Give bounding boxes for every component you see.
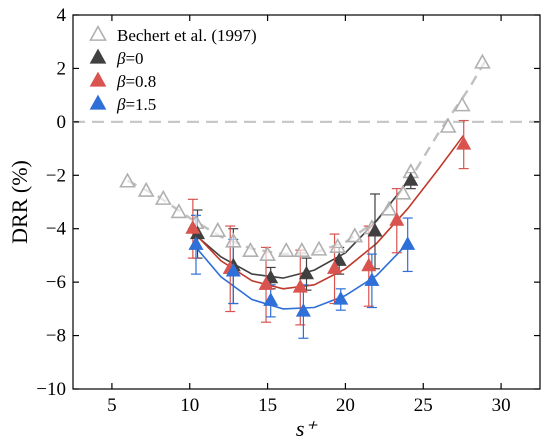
- data-point: [263, 292, 279, 306]
- trend-line: [126, 59, 487, 256]
- x-tick-label: 25: [414, 395, 433, 416]
- legend-marker: [89, 94, 107, 110]
- y-tick-label: −2: [46, 165, 66, 186]
- data-point: [225, 263, 241, 277]
- data-point: [403, 172, 419, 186]
- reference-data-point: [154, 189, 172, 205]
- y-tick-label: 0: [57, 112, 67, 133]
- reference-data-point: [293, 241, 311, 258]
- reference-data-point: [380, 200, 398, 216]
- reference-data-point: [209, 221, 227, 237]
- reference-data-point: [224, 232, 242, 248]
- y-tick-label: 2: [57, 58, 67, 79]
- data-point: [258, 276, 274, 290]
- y-tick-label: −10: [36, 379, 66, 400]
- data-point: [456, 136, 472, 150]
- reference-data-point: [346, 227, 364, 243]
- reference-data-point: [474, 53, 491, 69]
- legend-label: β=0: [116, 49, 144, 68]
- data-point: [364, 272, 380, 286]
- data-point: [361, 257, 377, 272]
- reference-data-point: [329, 237, 346, 254]
- plot-frame: [72, 14, 541, 390]
- reference-data-point: [170, 203, 188, 219]
- data-point: [295, 303, 311, 317]
- data-point: [188, 236, 204, 250]
- legend-marker: [89, 48, 107, 64]
- legend-beta-symbol: β: [116, 95, 126, 114]
- data-point: [333, 291, 349, 305]
- legend-marker: [89, 71, 107, 87]
- x-tick-label: 30: [492, 395, 511, 416]
- data-point: [400, 236, 416, 250]
- x-tick-label: 5: [107, 395, 117, 416]
- reference-data-point: [119, 172, 136, 188]
- legend-label: β=0.8: [116, 72, 156, 91]
- reference-data-point: [453, 96, 471, 112]
- reference-data-point: [310, 240, 328, 256]
- y-axis-title: DRR (%): [7, 160, 32, 244]
- markers-group: [119, 53, 491, 317]
- legend-label: β=1.5: [116, 95, 156, 114]
- data-point: [292, 279, 308, 293]
- data-point: [185, 220, 201, 234]
- reference-data-point: [439, 117, 457, 133]
- data-point: [298, 265, 315, 280]
- y-tick-label: −4: [46, 219, 67, 240]
- y-tick-label: 4: [57, 5, 67, 26]
- y-tick-label: −6: [46, 272, 66, 293]
- x-axis-title: s⁺: [296, 416, 319, 441]
- reference-data-point: [394, 184, 412, 200]
- reference-data-point: [137, 181, 155, 197]
- data-point: [389, 212, 405, 226]
- reference-data-point: [277, 241, 295, 258]
- legend-label: Bechert et al. (1997): [117, 26, 257, 45]
- x-tick-label: 10: [180, 395, 199, 416]
- reference-data-point: [259, 245, 276, 262]
- legend-beta-symbol: β: [116, 49, 126, 68]
- x-tick-label: 15: [258, 395, 277, 416]
- data-point: [367, 222, 383, 237]
- reference-data-point: [242, 241, 259, 258]
- data-point: [331, 252, 347, 266]
- legend-marker: [89, 24, 107, 41]
- legend: Bechert et al. (1997) β=0 β=0.8 β=1.5: [89, 24, 257, 114]
- y-tick-label: −8: [46, 326, 66, 347]
- legend-beta-symbol: β: [116, 72, 126, 91]
- x-tick-label: 20: [336, 395, 355, 416]
- data-point: [327, 260, 343, 274]
